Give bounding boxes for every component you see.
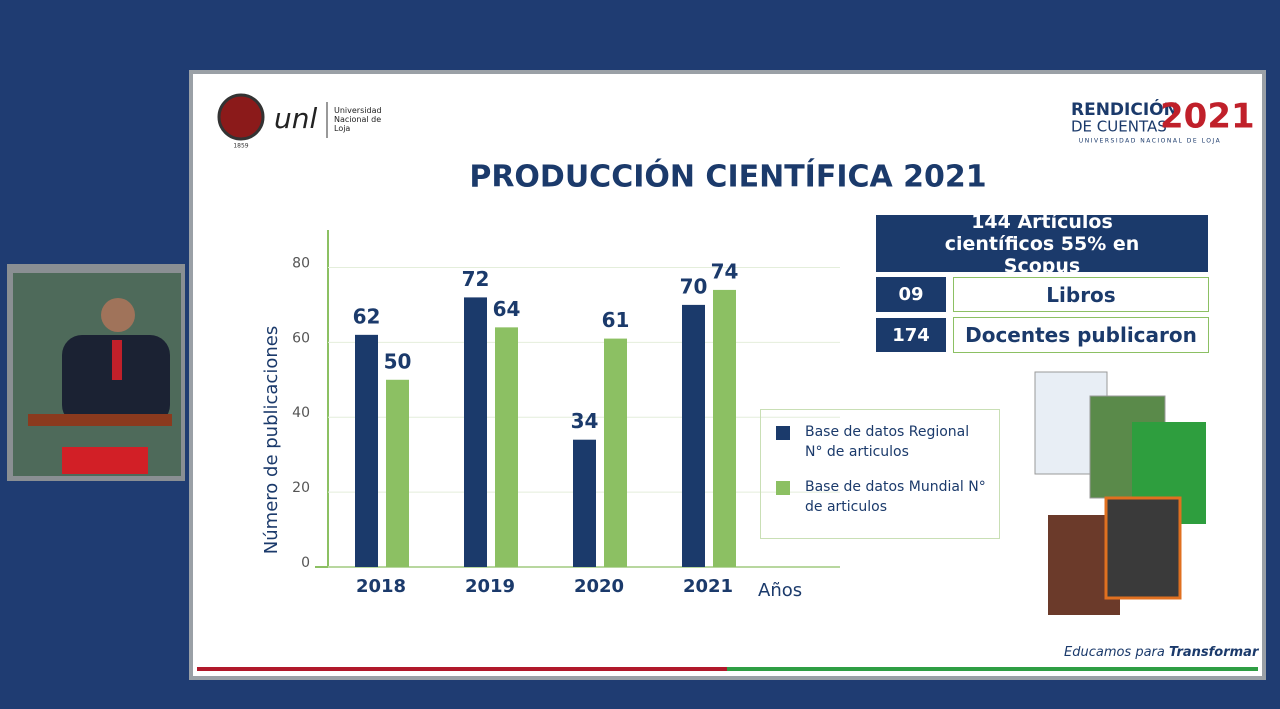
presenter-head bbox=[101, 298, 135, 332]
footer-green-bar bbox=[727, 667, 1258, 671]
y-tick-label: 0 bbox=[301, 555, 310, 571]
footer-red-bar bbox=[197, 667, 727, 671]
y-axis-label: Número de publicaciones bbox=[261, 326, 282, 554]
x-tick-label: 2018 bbox=[356, 576, 406, 597]
y-tick-label: 40 bbox=[292, 405, 310, 421]
university-name: Universidad Nacional de Loja bbox=[334, 106, 382, 133]
footer-emphasis: Transformar bbox=[1169, 645, 1259, 660]
summary-count: 09 bbox=[876, 277, 946, 312]
data-label: 62 bbox=[353, 304, 381, 328]
presenter-tie bbox=[112, 340, 122, 380]
legend: Base de datos Regional N° de articulos Ba… bbox=[760, 409, 1000, 539]
x-tick-label: 2020 bbox=[574, 576, 624, 597]
summary-count: 174 bbox=[876, 318, 946, 352]
rendicion-subtitle: UNIVERSIDAD NACIONAL DE LOJA bbox=[1079, 138, 1221, 145]
chart: Número de publicaciones Años 0 20 40 60 80 20… bbox=[261, 230, 840, 601]
x-tick-label: 2021 bbox=[683, 576, 733, 597]
chart-title: PRODUCCIÓN CIENTÍFICA 2021 bbox=[469, 158, 986, 195]
summary-headline: 144 Artículos científicos 55% en Scopus bbox=[876, 211, 1208, 277]
data-label: 70 bbox=[680, 274, 708, 298]
data-label: 61 bbox=[602, 308, 630, 332]
legend-swatch bbox=[776, 426, 790, 440]
data-label: 34 bbox=[571, 409, 599, 433]
footer-tagline: Educamos para Transformar bbox=[1064, 645, 1258, 660]
bar bbox=[573, 439, 596, 567]
book-cover bbox=[1104, 496, 1182, 600]
podium-top bbox=[28, 414, 172, 426]
legend-label: Base de datos Regional N° de articulos bbox=[805, 424, 970, 460]
bar bbox=[464, 297, 487, 567]
data-label: 72 bbox=[462, 267, 490, 291]
y-tick-label: 80 bbox=[292, 255, 310, 271]
legend-label: Base de datos Mundial N° de articulos bbox=[805, 479, 986, 515]
summary-label: Libros bbox=[953, 277, 1209, 312]
rendicion-line1: RENDICIÓN bbox=[1071, 98, 1178, 120]
unl-mark: unl bbox=[274, 102, 317, 135]
seal-year: 1859 bbox=[233, 143, 248, 150]
podium-front bbox=[62, 447, 148, 474]
footer-prefix: Educamos para bbox=[1064, 645, 1165, 660]
university-seal bbox=[217, 93, 265, 141]
x-tick-label: 2019 bbox=[465, 576, 515, 597]
bar bbox=[355, 334, 378, 567]
bar bbox=[713, 289, 736, 567]
summary-label: Docentes publicaron bbox=[953, 317, 1209, 353]
y-tick-label: 60 bbox=[292, 330, 310, 346]
rendicion-year: 2021 bbox=[1160, 97, 1255, 137]
data-label: 50 bbox=[384, 349, 412, 373]
data-label: 74 bbox=[711, 259, 739, 283]
rendicion-line2: DE CUENTAS bbox=[1071, 118, 1167, 136]
x-axis-label: Años bbox=[758, 580, 802, 601]
data-label: 64 bbox=[493, 297, 521, 321]
legend-swatch bbox=[776, 481, 790, 495]
y-tick-label: 20 bbox=[292, 480, 310, 496]
bar bbox=[495, 327, 518, 567]
bar bbox=[604, 338, 627, 567]
bar bbox=[386, 379, 409, 567]
bar bbox=[682, 304, 705, 567]
